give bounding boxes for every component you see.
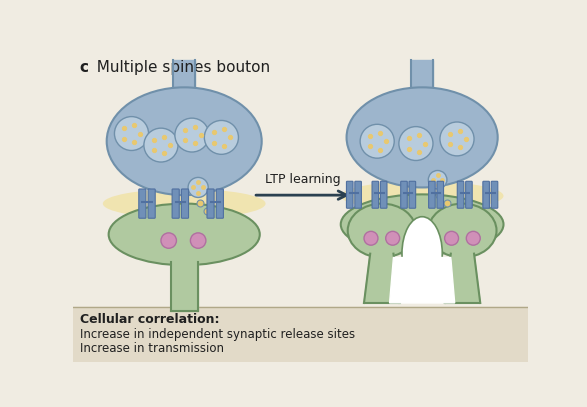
Circle shape — [114, 116, 149, 151]
FancyBboxPatch shape — [148, 189, 155, 218]
Circle shape — [204, 120, 238, 154]
FancyBboxPatch shape — [207, 189, 214, 218]
Text: LTP learning: LTP learning — [265, 173, 340, 186]
FancyBboxPatch shape — [429, 181, 435, 208]
Circle shape — [386, 231, 400, 245]
Polygon shape — [173, 60, 195, 88]
Circle shape — [429, 171, 447, 189]
FancyBboxPatch shape — [437, 181, 444, 208]
Ellipse shape — [107, 88, 262, 195]
Circle shape — [161, 233, 177, 248]
FancyBboxPatch shape — [216, 189, 224, 218]
Circle shape — [360, 124, 394, 158]
Circle shape — [190, 233, 206, 248]
Ellipse shape — [429, 204, 497, 258]
FancyBboxPatch shape — [181, 189, 188, 218]
FancyBboxPatch shape — [346, 181, 353, 208]
Polygon shape — [411, 60, 433, 88]
Polygon shape — [444, 254, 480, 303]
Polygon shape — [171, 262, 198, 311]
Ellipse shape — [348, 204, 416, 258]
Circle shape — [444, 231, 458, 245]
Circle shape — [466, 231, 480, 245]
FancyBboxPatch shape — [457, 181, 464, 208]
Circle shape — [188, 177, 208, 197]
Ellipse shape — [340, 195, 504, 254]
FancyBboxPatch shape — [355, 181, 362, 208]
FancyBboxPatch shape — [483, 181, 490, 208]
Circle shape — [364, 231, 378, 245]
FancyBboxPatch shape — [372, 181, 379, 208]
FancyBboxPatch shape — [380, 181, 387, 208]
Polygon shape — [73, 307, 528, 362]
Polygon shape — [364, 254, 400, 303]
Circle shape — [399, 127, 433, 160]
FancyBboxPatch shape — [491, 181, 498, 208]
Circle shape — [440, 122, 474, 156]
Circle shape — [175, 118, 209, 152]
FancyBboxPatch shape — [409, 181, 416, 208]
Circle shape — [144, 128, 178, 162]
Text: Increase in transmission: Increase in transmission — [80, 342, 224, 355]
Text: Cellular correlation:: Cellular correlation: — [80, 313, 219, 326]
FancyBboxPatch shape — [465, 181, 472, 208]
FancyBboxPatch shape — [172, 189, 179, 218]
Text: Increase in independent synaptic release sites: Increase in independent synaptic release… — [80, 328, 355, 341]
Ellipse shape — [103, 189, 265, 218]
Ellipse shape — [109, 204, 260, 265]
Text: c: c — [80, 59, 89, 74]
FancyBboxPatch shape — [401, 181, 407, 208]
Ellipse shape — [346, 88, 498, 188]
Ellipse shape — [402, 217, 442, 290]
Ellipse shape — [340, 181, 504, 210]
Polygon shape — [390, 258, 455, 303]
FancyBboxPatch shape — [139, 189, 146, 218]
Text: Multiple spines bouton: Multiple spines bouton — [87, 59, 271, 74]
